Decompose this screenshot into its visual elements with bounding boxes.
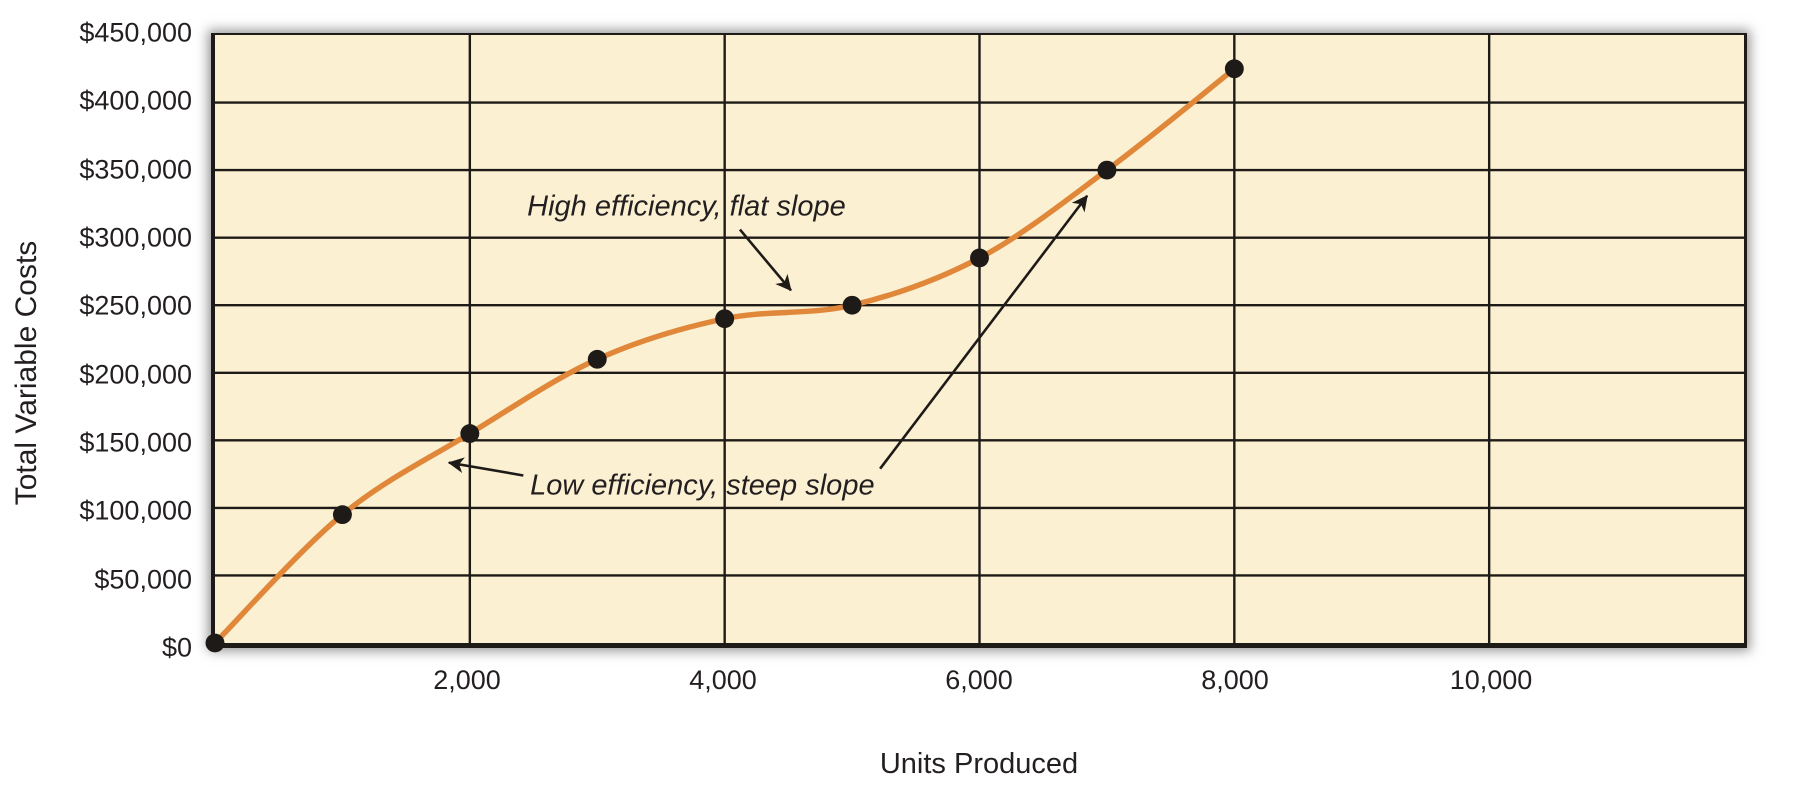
x-axis-title: Units Produced	[879, 748, 1079, 780]
data-point-marker	[1224, 59, 1244, 79]
data-point-marker	[842, 295, 862, 315]
x-tick-label: 10,000	[1449, 665, 1533, 695]
y-tick-label: $50,000	[94, 564, 192, 595]
gridlines	[215, 35, 1744, 643]
annotation-arrows	[447, 194, 1089, 477]
data-point-marker	[1097, 160, 1117, 180]
x-tick-label: 8,000	[1201, 665, 1269, 695]
y-tick-label: $200,000	[79, 359, 192, 390]
y-tick-label: $100,000	[79, 495, 192, 526]
plot-svg	[205, 35, 1744, 653]
y-tick-label: $150,000	[79, 427, 192, 458]
data-point-marker	[205, 633, 225, 653]
y-axis-tick-labels: $0 $50,000 $100,000 $150,000 $200,000 $250,00…	[0, 18, 192, 663]
data-point-marker	[460, 424, 480, 443]
x-tick-label: 2,000	[433, 665, 501, 695]
data-point-marker	[715, 309, 735, 329]
data-point-marker	[587, 349, 607, 369]
y-tick-label: $250,000	[79, 290, 192, 321]
y-tick-label: $400,000	[79, 85, 192, 116]
annotation-arrow-low-efficiency	[879, 194, 1089, 470]
plot-area: High efficiency, flat slope Low efficienc…	[205, 33, 1747, 653]
y-tick-label: $300,000	[79, 222, 192, 253]
y-tick-label: $350,000	[79, 154, 192, 185]
x-tick-label: 4,000	[689, 665, 757, 695]
data-points	[205, 59, 1244, 653]
annotation-high-efficiency: High efficiency, flat slope	[527, 190, 846, 223]
annotation-low-efficiency: Low efficiency, steep slope	[530, 469, 875, 502]
data-point-marker	[970, 248, 989, 268]
x-tick-label: 6,000	[945, 665, 1013, 695]
annotation-arrow-high-efficiency	[738, 228, 792, 292]
data-point-marker	[332, 505, 352, 525]
y-tick-label: $450,000	[79, 17, 192, 48]
y-tick-label: $0	[161, 632, 192, 663]
x-axis-tick-labels: 2,000 4,000 6,000 8,000 10,000	[211, 665, 1747, 705]
annotation-arrow-low-efficiency	[447, 457, 524, 477]
